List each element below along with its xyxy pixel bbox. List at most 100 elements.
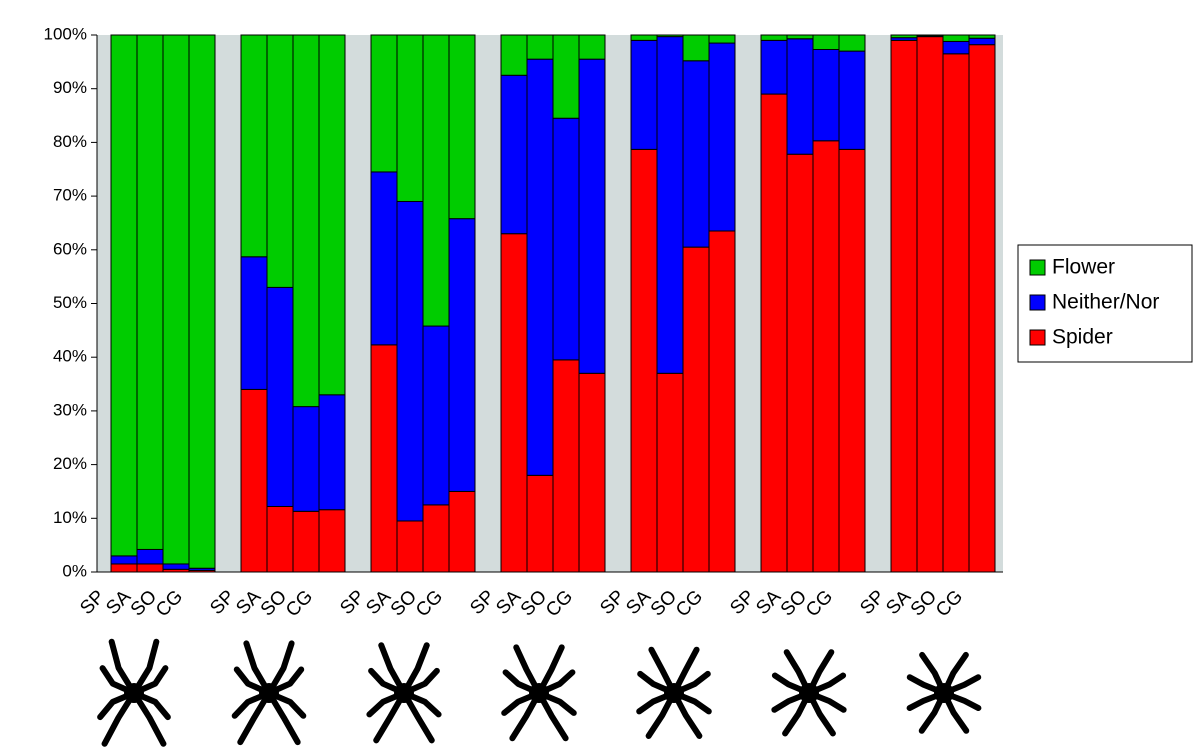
y-tick-label: 60% — [53, 239, 87, 258]
legend-label: Flower — [1052, 256, 1115, 279]
bar-segment — [760, 93, 788, 573]
bar-segment — [942, 34, 970, 42]
spider-body — [799, 683, 819, 703]
bar-segment — [656, 36, 684, 374]
bar-segment — [110, 34, 138, 557]
bar-segment — [136, 563, 164, 573]
bar-segment — [422, 504, 450, 573]
bar-segment — [552, 34, 580, 119]
y-tick-label: 20% — [53, 454, 87, 473]
bar-segment — [838, 34, 866, 52]
bar-segment — [942, 40, 970, 55]
y-tick-label: 70% — [53, 186, 87, 205]
y-tick-label: 10% — [53, 508, 87, 527]
bar-segment — [682, 60, 710, 248]
x-tick-label: CG — [802, 586, 837, 621]
bar-segment — [370, 34, 398, 173]
bar-segment — [240, 256, 268, 390]
bar-segment — [786, 153, 814, 573]
bar-segment — [890, 34, 918, 39]
spider-icon — [906, 651, 982, 734]
bar-segment — [136, 34, 164, 550]
bar-segment — [942, 53, 970, 573]
bar-segment — [630, 148, 658, 573]
spider-icon — [771, 649, 847, 737]
bar-segment — [500, 34, 528, 76]
bar-segment — [188, 34, 216, 569]
bar-segment — [500, 74, 528, 235]
bar-segment — [448, 490, 476, 573]
spider-icon — [97, 638, 171, 747]
bar-segment — [916, 34, 944, 37]
bar-segment — [266, 286, 294, 507]
bar-segment — [292, 406, 320, 512]
spider-icon — [366, 642, 442, 744]
bar-segment — [240, 34, 268, 258]
bar-segment — [370, 171, 398, 346]
bar-segment — [526, 58, 554, 476]
bar-segment — [812, 34, 840, 50]
legend-swatch — [1029, 294, 1046, 311]
bar-segment — [630, 39, 658, 150]
bar-segment — [630, 34, 658, 41]
bar-segment — [448, 34, 476, 220]
bar-segment — [422, 34, 450, 327]
bar-segment — [916, 36, 944, 573]
bar-segment — [162, 563, 190, 570]
spider-body — [124, 683, 144, 703]
bar-segment — [292, 510, 320, 573]
spider-icon — [636, 646, 712, 739]
y-tick-label: 90% — [53, 78, 87, 97]
bar-segment — [968, 37, 996, 46]
spider-body — [529, 683, 549, 703]
x-tick-label: CG — [542, 586, 577, 621]
bar-segment — [136, 548, 164, 565]
bar-segment — [266, 505, 294, 573]
bar-segment — [422, 325, 450, 506]
bar-segment — [786, 38, 814, 155]
bar-segment — [526, 474, 554, 573]
bar-segment — [968, 44, 996, 573]
bar-segment — [578, 372, 606, 573]
y-tick-label: 40% — [53, 347, 87, 366]
y-tick-label: 50% — [53, 293, 87, 312]
bar-segment — [708, 34, 736, 44]
bar-segment — [812, 48, 840, 142]
bar-segment — [682, 246, 710, 573]
bar-segment — [708, 42, 736, 232]
bar-segment — [448, 218, 476, 492]
bar-segment — [656, 34, 684, 38]
spider-body — [394, 683, 414, 703]
bar-segment — [318, 509, 346, 573]
bar-segment — [318, 394, 346, 511]
bar-segment — [552, 359, 580, 573]
bar-segment — [682, 34, 710, 62]
bar-segment — [812, 140, 840, 573]
spider-body — [259, 683, 279, 703]
x-tick-label: CG — [672, 586, 707, 621]
bar-segment — [838, 148, 866, 573]
y-tick-label: 100% — [44, 24, 87, 43]
bar-segment — [656, 372, 684, 573]
x-tick-label: CG — [412, 586, 447, 621]
bar-segment — [760, 39, 788, 95]
bar-segment — [266, 34, 294, 288]
spider-icon — [231, 640, 307, 746]
bar-segment — [500, 233, 528, 573]
bar-segment — [162, 34, 190, 565]
spider-body — [664, 683, 684, 703]
legend-box — [1017, 244, 1193, 363]
bar-segment — [890, 39, 918, 573]
bar-segment — [708, 230, 736, 573]
bar-segment — [318, 34, 346, 396]
bar-segment — [552, 117, 580, 361]
bar-segment — [786, 34, 814, 40]
bar-segment — [396, 520, 424, 573]
x-tick-label: CG — [152, 586, 187, 621]
bar-segment — [370, 344, 398, 573]
bar-segment — [838, 50, 866, 150]
spider-icon — [501, 644, 577, 742]
bar-segment — [578, 34, 606, 60]
spider-body — [934, 683, 954, 703]
